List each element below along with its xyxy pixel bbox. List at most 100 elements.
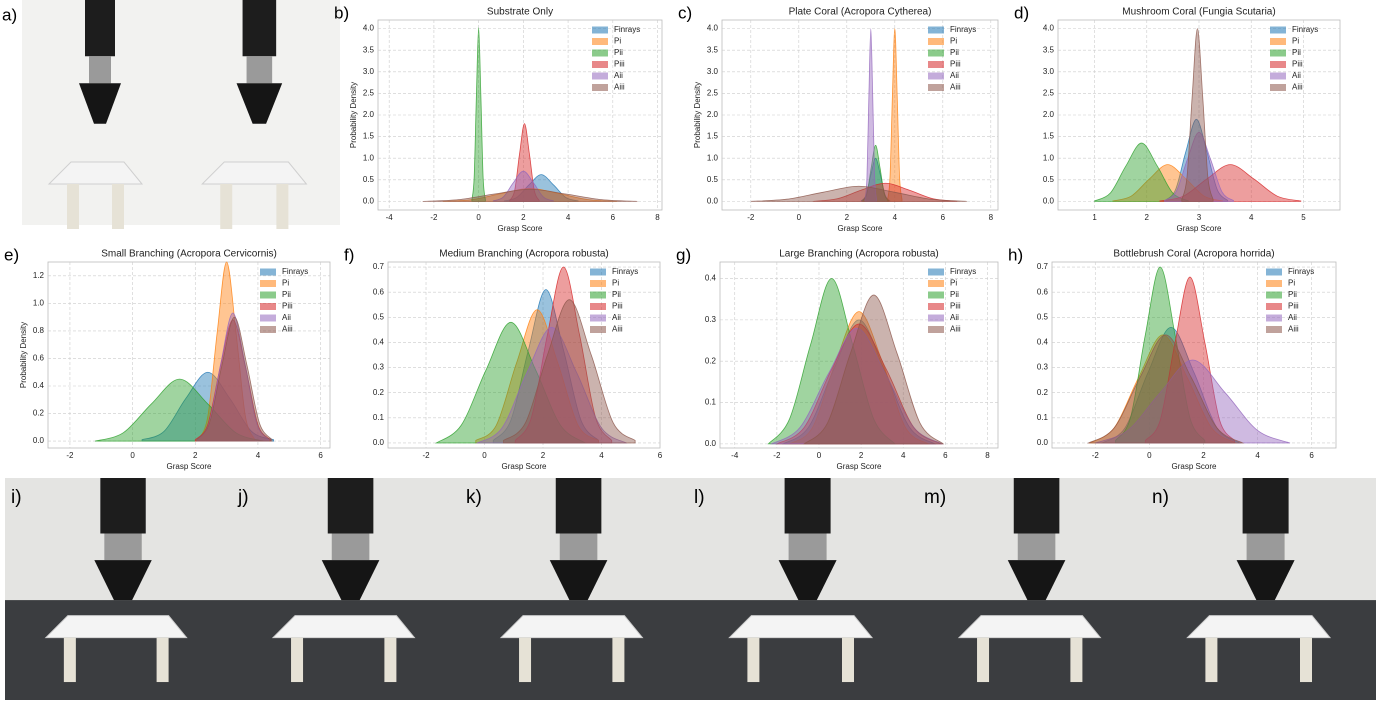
photo-gripper [236, 83, 283, 124]
photo-leg [67, 184, 79, 229]
legend-label: Pii [950, 48, 959, 57]
photo-leg [384, 637, 397, 683]
density-area [1144, 276, 1235, 444]
photo-leg [1300, 637, 1312, 683]
photo [688, 478, 918, 700]
y-tick-label: 2.5 [707, 89, 719, 98]
photo-robot-arm [555, 478, 602, 534]
y-tick-label: 1.0 [707, 153, 719, 162]
legend-swatch [1266, 314, 1282, 322]
legend-label: Finrays [614, 25, 640, 34]
x-tick-label: 6 [318, 451, 323, 460]
panel-label: a) [2, 5, 17, 24]
legend-label: Pi [614, 37, 621, 46]
panel-label: c) [678, 3, 692, 22]
legend-swatch [928, 280, 944, 287]
x-tick-label: 6 [658, 451, 663, 460]
x-tick-label: 2 [1145, 213, 1150, 222]
legend-swatch [592, 38, 608, 45]
x-tick-label: 2 [193, 451, 198, 460]
density-area [864, 28, 877, 202]
legend-label: Aii [1292, 71, 1301, 80]
x-tick-label: 0 [130, 451, 135, 460]
legend-swatch [928, 314, 944, 322]
panel-label: d) [1014, 3, 1029, 22]
y-tick-label: 0.5 [1037, 312, 1049, 321]
legend-swatch [260, 291, 276, 299]
y-tick-label: 0.0 [363, 196, 375, 205]
photo-robot-wrist [788, 533, 827, 561]
density-area [1094, 142, 1189, 202]
photo-robot-arm [1013, 478, 1060, 534]
density-area [1087, 334, 1245, 444]
density-area [813, 182, 958, 202]
photo-gripper [778, 560, 837, 601]
legend-swatch [1266, 291, 1282, 299]
density-area [422, 188, 638, 202]
plot-area [1051, 261, 1337, 449]
x-tick-label: 4 [566, 213, 571, 222]
x-tick-label: 6 [611, 213, 616, 222]
density-area [434, 321, 587, 444]
x-axis-label: Grasp Score [498, 224, 543, 233]
photo-robot-arm [100, 478, 146, 534]
y-tick-label: 2.0 [363, 110, 375, 119]
legend-swatch [1270, 84, 1286, 91]
y-tick-label: 0.5 [363, 175, 375, 184]
panel-label: b) [334, 3, 349, 22]
legend-swatch [590, 314, 606, 322]
legend-label: Pi [950, 37, 957, 46]
legend-swatch [1266, 268, 1282, 276]
y-tick-label: 0.1 [705, 398, 717, 407]
x-tick-label: 4 [1249, 213, 1254, 222]
legend-label: Pi [950, 279, 957, 288]
y-tick-label: 2.5 [363, 89, 375, 98]
y-tick-label: 0.7 [373, 262, 385, 271]
y-tick-label: 1.5 [363, 132, 375, 141]
legend-swatch [1270, 61, 1286, 68]
x-tick-label: -2 [773, 451, 781, 460]
x-axis-label: Grasp Score [837, 462, 882, 471]
photo-leg [612, 637, 625, 683]
panel-label: e) [4, 245, 19, 264]
panel-label: l) [694, 487, 705, 508]
density-area [1164, 131, 1234, 202]
x-tick-label: 1 [1092, 213, 1097, 222]
panel-label: f) [344, 245, 354, 264]
y-tick-label: 1.0 [33, 298, 45, 307]
legend-swatch [260, 268, 276, 276]
legend-swatch [928, 26, 944, 34]
y-tick-label: 0.3 [373, 363, 385, 372]
y-tick-label: 0.0 [1043, 196, 1055, 205]
photo-gripper [321, 560, 380, 601]
chart-title: Medium Branching (Acropora robusta) [439, 249, 609, 260]
legend-swatch [1270, 26, 1286, 34]
y-tick-label: 4.0 [707, 24, 719, 33]
legend-label: Finrays [612, 267, 638, 276]
legend-label: Pi [1288, 279, 1295, 288]
x-tick-label: 0 [482, 451, 487, 460]
panel-label: h) [1008, 245, 1023, 264]
panel-label: g) [676, 245, 691, 264]
plot-area [47, 261, 331, 449]
y-axis-label: Probability Density [693, 82, 702, 148]
density-area [475, 309, 599, 444]
x-axis-label: Grasp Score [1172, 462, 1217, 471]
photo-leg [156, 637, 169, 683]
photo [918, 478, 1146, 700]
legend-label: Pi [282, 279, 289, 288]
density-area [471, 27, 486, 202]
chart-title: Small Branching (Acropora Cervicornis) [101, 249, 277, 260]
density-area [1181, 28, 1214, 202]
photo-robot-arm [242, 0, 277, 57]
density-area [750, 185, 967, 202]
x-tick-label: 8 [985, 451, 990, 460]
legend-label: Aiii [612, 325, 623, 334]
density-area [492, 170, 554, 202]
y-tick-label: 0.1 [373, 413, 385, 422]
y-tick-label: 0.5 [373, 312, 385, 321]
x-tick-label: 4 [893, 213, 898, 222]
y-tick-label: 2.0 [707, 110, 719, 119]
photo [1146, 478, 1376, 700]
